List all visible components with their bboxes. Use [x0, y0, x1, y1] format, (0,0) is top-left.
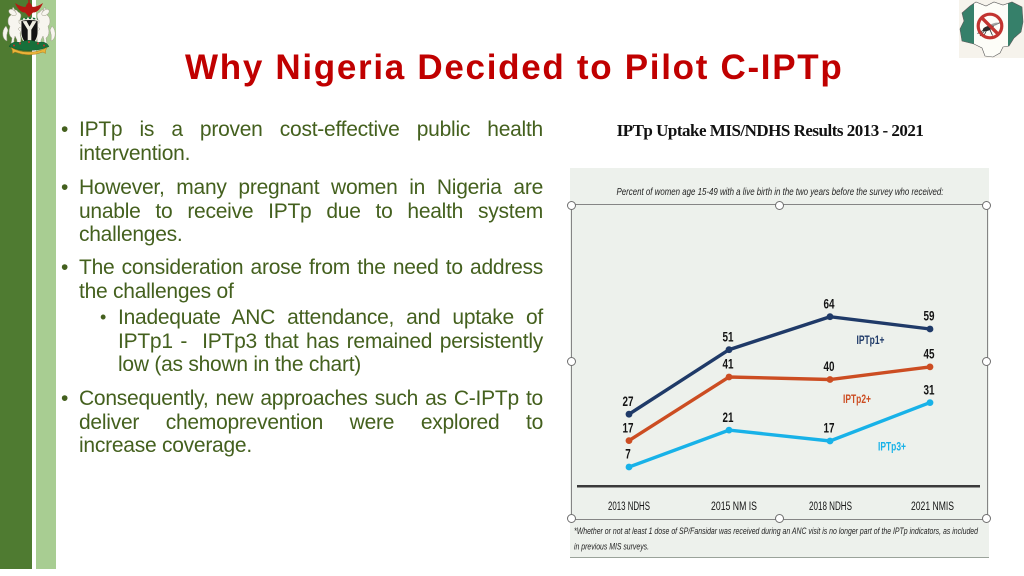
svg-text:in previous MIS surveys.: in previous MIS surveys.: [574, 542, 649, 553]
svg-text:IPTp2+: IPTp2+: [843, 392, 871, 406]
svg-text:64: 64: [824, 295, 835, 311]
svg-text:17: 17: [824, 420, 835, 436]
svg-text:21: 21: [723, 409, 734, 425]
svg-text:27: 27: [623, 393, 634, 409]
svg-text:2013 NDHS: 2013 NDHS: [608, 501, 650, 513]
svg-text:*Whether or not at least 1 dos: *Whether or not at least 1 dose of SP/Fa…: [574, 526, 979, 537]
svg-text:IPTp3+: IPTp3+: [878, 440, 906, 454]
svg-text:51: 51: [723, 328, 734, 344]
svg-text:31: 31: [924, 381, 935, 397]
svg-text:7: 7: [625, 446, 631, 462]
svg-text:45: 45: [924, 346, 935, 362]
svg-text:59: 59: [924, 308, 935, 324]
svg-text:17: 17: [623, 419, 634, 435]
svg-text:41: 41: [723, 356, 734, 372]
svg-text:2018 NDHS: 2018 NDHS: [809, 501, 852, 513]
svg-text:40: 40: [824, 358, 835, 374]
svg-text:IPTp1+: IPTp1+: [857, 333, 885, 347]
svg-text:Percent of women age 15-49 wit: Percent of women age 15-49 with a live b…: [617, 186, 944, 198]
svg-text:2021 NMIS: 2021 NMIS: [911, 501, 954, 513]
svg-text:2015 NM IS: 2015 NM IS: [711, 501, 757, 513]
